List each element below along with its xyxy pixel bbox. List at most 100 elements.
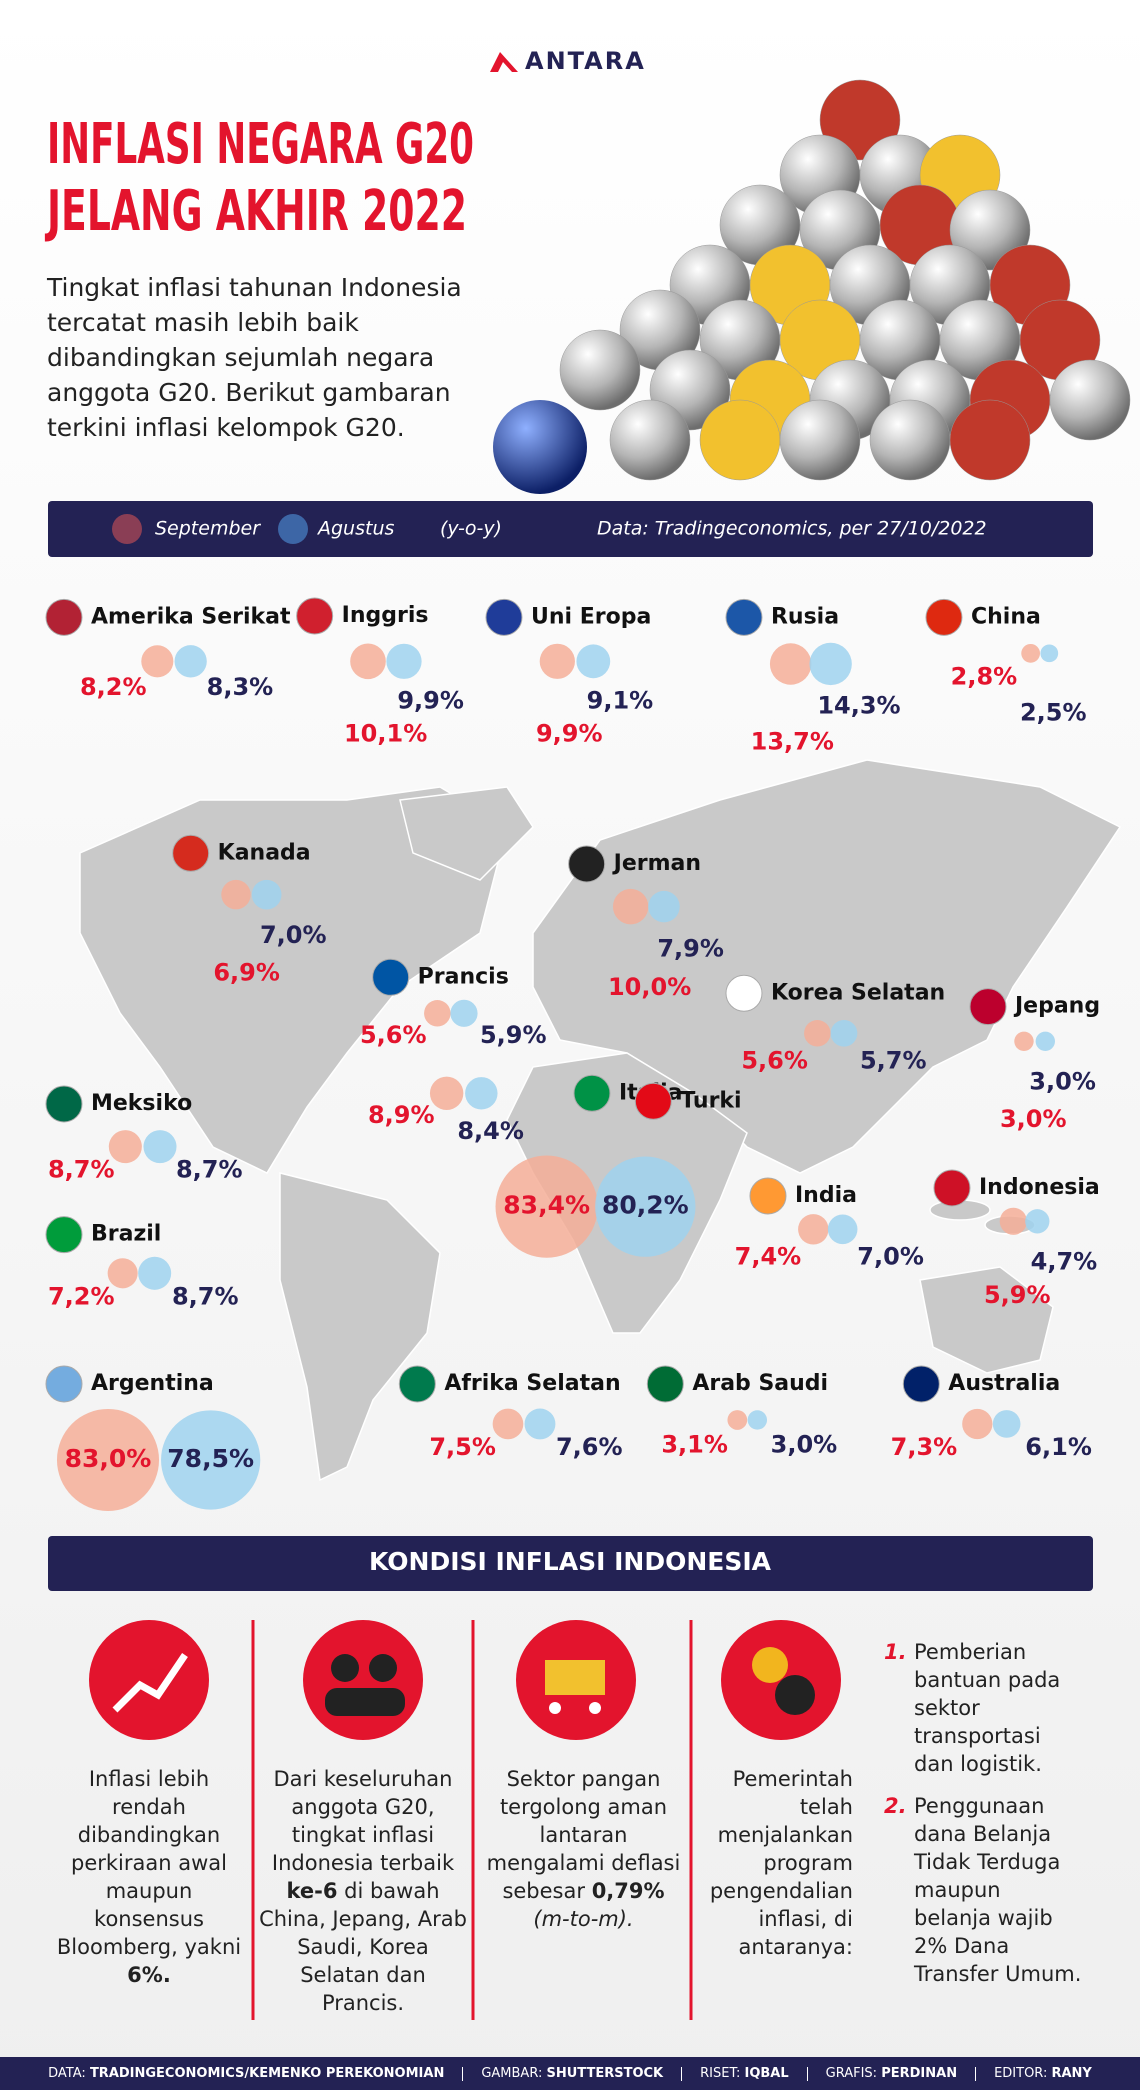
program-item: 2. Penggunaan dana Belanja Tidak Terduga … [884, 1792, 1084, 1988]
legend-source: Data: Tradingeconomics, per 27/10/2022 [597, 518, 987, 540]
value-label: 5,6% [360, 1021, 427, 1049]
value-label: 9,9% [536, 720, 603, 748]
credit-separator [975, 2066, 977, 2081]
legend-bar [48, 501, 1093, 557]
bubble-september [492, 1408, 524, 1440]
value-label: 7,2% [48, 1282, 115, 1310]
value-label: 6,9% [213, 958, 280, 986]
country-name: Indonesia [979, 1175, 1100, 1200]
value-label: 7,3% [891, 1433, 958, 1461]
flag [568, 845, 606, 883]
icon-chart [89, 1620, 209, 1740]
bubble-agustus [992, 1410, 1021, 1438]
icon-detail [549, 1702, 561, 1714]
country-name: Brazil [91, 1222, 161, 1247]
value-label: 8,3% [207, 673, 274, 701]
icon-detail [545, 1660, 605, 1695]
value-label: 9,1% [587, 686, 654, 714]
credit-label: RISET: [700, 2066, 741, 2081]
ball [949, 189, 1031, 271]
bubble-september [1021, 643, 1041, 663]
text-segment: 2% [914, 1934, 948, 1958]
value-label: 7,4% [735, 1242, 802, 1270]
credit: GAMBAR: SHUTTERSTOCK [481, 2066, 663, 2081]
credit-label: GRAFIS: [825, 2066, 878, 2081]
program-item: 1. Pemberian bantuan pada sektor transpor… [884, 1638, 1084, 1778]
ball [609, 399, 691, 481]
value-label: 3,0% [771, 1430, 838, 1458]
flag [45, 1365, 83, 1403]
country-name: Turki [680, 1088, 741, 1113]
value-label: 3,1% [661, 1430, 728, 1458]
bubble-september [108, 1130, 142, 1164]
program-list: 1. Pemberian bantuan pada sektor transpor… [884, 1638, 1084, 2002]
value-label: 4,7% [1031, 1248, 1098, 1276]
flag [398, 1365, 436, 1403]
land [79, 786, 508, 1174]
credits-bar: DATA: TRADINGECONOMICS/KEMENKO PEREKONOM… [0, 2057, 1140, 2090]
land [919, 1266, 1054, 1374]
bubble-september [798, 1214, 829, 1245]
value-label: 2,5% [1020, 698, 1087, 726]
bubble-agustus [161, 1410, 261, 1510]
value-label: 5,6% [741, 1046, 808, 1074]
point-text: Inflasi lebih rendah dibandingkan perkir… [49, 1765, 249, 1989]
bubble-agustus [648, 890, 680, 923]
flag [725, 974, 763, 1012]
bubble-agustus [251, 879, 282, 910]
legend-swatch [112, 514, 142, 544]
flag [296, 597, 334, 635]
value-label: 5,9% [984, 1281, 1051, 1309]
credit-value: PERDINAN [881, 2066, 958, 2081]
bubble-september [424, 1000, 451, 1027]
value-label: 8,9% [368, 1101, 435, 1129]
icon-detail [775, 1675, 815, 1715]
value-label: 8,4% [457, 1117, 524, 1145]
program-number: 1. [884, 1640, 907, 1664]
bubble-agustus [450, 999, 478, 1027]
credit-separator [462, 2066, 464, 2081]
value-label: 7,9% [657, 934, 724, 962]
bubble-september [769, 643, 812, 685]
value-label: 10,1% [344, 720, 427, 748]
country-name: Korea Selatan [771, 980, 945, 1005]
legend-basis: (y-o-y) [440, 518, 502, 540]
icon-detail [325, 1688, 405, 1716]
point-text: Pemerintah telah menjalankan program pen… [700, 1765, 853, 1961]
country-layer: Amerika Serikat 8,2% 8,3% Inggris 10,1% 9,9% U… [45, 597, 1100, 1511]
icon-detail [369, 1654, 397, 1682]
country-name: Prancis [418, 964, 509, 989]
country-name: Uni Eropa [531, 604, 651, 629]
country-name: Inggris [342, 603, 429, 628]
bubble-september [804, 1020, 831, 1047]
credit-label: EDITOR: [994, 2066, 1048, 2081]
flag [969, 988, 1007, 1026]
ball [819, 79, 901, 161]
title-line: JELANG AKHIR 2022 [44, 179, 467, 244]
bubble-agustus [465, 1077, 498, 1110]
logo: ANTARA [490, 47, 644, 75]
bubble-agustus [1025, 1209, 1050, 1234]
flag-balls [559, 79, 1131, 481]
point-text: Sektor pangan tergolong aman lantaran me… [486, 1765, 681, 1933]
value-label: 5,9% [480, 1021, 547, 1049]
bubble-agustus [809, 642, 852, 686]
bubble-september [141, 645, 174, 678]
flag [172, 834, 210, 872]
text-segment: ke-6 [286, 1879, 338, 1903]
credit-label: DATA: [48, 2066, 86, 2081]
bubble-september [107, 1258, 138, 1289]
credit-value: TRADINGECONOMICS/KEMENKO PEREKONOMIAN [89, 2066, 445, 2081]
text-segment: 6%. [127, 1963, 171, 1987]
bubble-september [727, 1410, 748, 1430]
credit-value: RANY [1051, 2066, 1092, 2081]
bubble-agustus [747, 1410, 768, 1430]
logo-mark [490, 52, 518, 72]
bubble-september [962, 1408, 993, 1440]
value-label: 3,0% [1029, 1068, 1096, 1096]
text-segment: Sektor pangan tergolong aman lantaran me… [486, 1767, 681, 1903]
text-segment: di bawah China, Jepang, Arab Saudi, Kore… [259, 1879, 467, 2015]
value-label: 8,7% [172, 1282, 239, 1310]
flag [933, 1169, 971, 1207]
ball [779, 399, 861, 481]
